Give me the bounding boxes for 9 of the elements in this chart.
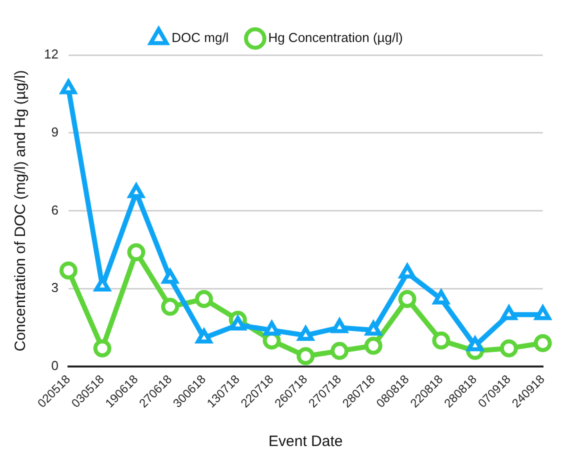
y-tick-label: 0 xyxy=(51,358,58,374)
legend-label: Hg Concentration (µg/l) xyxy=(268,30,403,46)
y-tick-label: 9 xyxy=(51,124,58,140)
y-axis-title: Concentration of DOC (mg/l) and Hg (µg/l) xyxy=(12,70,30,352)
y-tick-label: 12 xyxy=(44,46,58,62)
legend-label: DOC mg/l xyxy=(172,30,229,46)
y-tick-label: 3 xyxy=(51,280,58,296)
x-axis-title: Event Date xyxy=(268,433,343,450)
y-tick-label: 6 xyxy=(51,202,58,218)
